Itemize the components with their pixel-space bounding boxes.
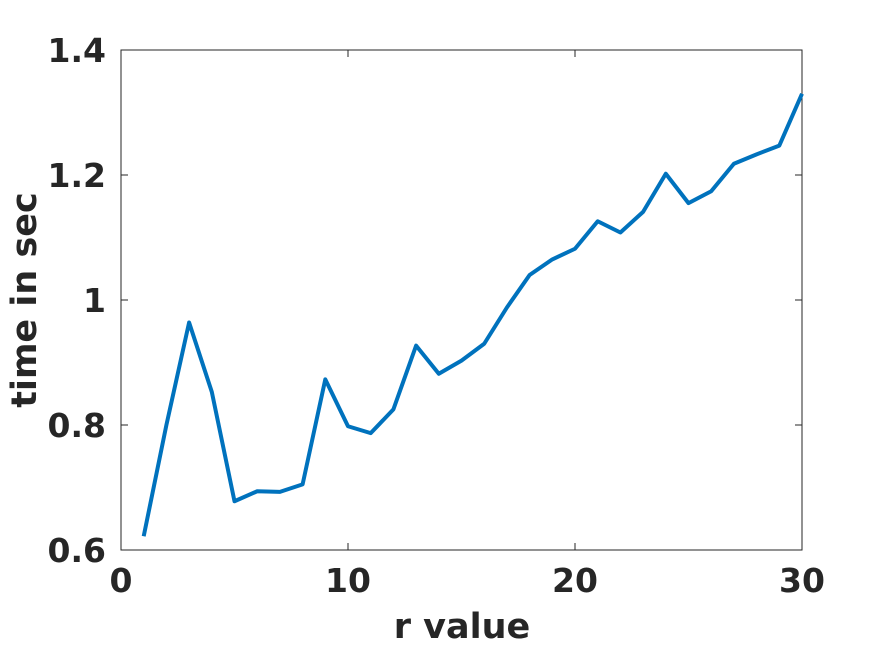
y-tick-label: 0.8 [48, 406, 106, 445]
x-tick-label: 30 [779, 561, 825, 600]
axes [120, 49, 803, 551]
x-tick-labels: 0 10 20 30 [110, 561, 825, 600]
x-axis-label: r value [394, 607, 531, 647]
series-layer [141, 92, 804, 537]
series-line [141, 92, 804, 537]
y-axis-label: time in sec [5, 192, 45, 408]
y-tick-label: 1.2 [48, 156, 106, 195]
y-tick-labels: 0.6 0.8 1 1.2 1.4 [48, 31, 106, 570]
x-tick-label: 10 [325, 561, 371, 600]
x-tick-label: 0 [110, 561, 133, 600]
y-tick-label: 0.6 [48, 531, 106, 570]
ticks [120, 49, 803, 551]
x-tick-label: 20 [552, 561, 598, 600]
y-tick-label: 1 [83, 281, 106, 320]
plot-frame [120, 49, 803, 551]
y-tick-label: 1.4 [48, 31, 106, 70]
